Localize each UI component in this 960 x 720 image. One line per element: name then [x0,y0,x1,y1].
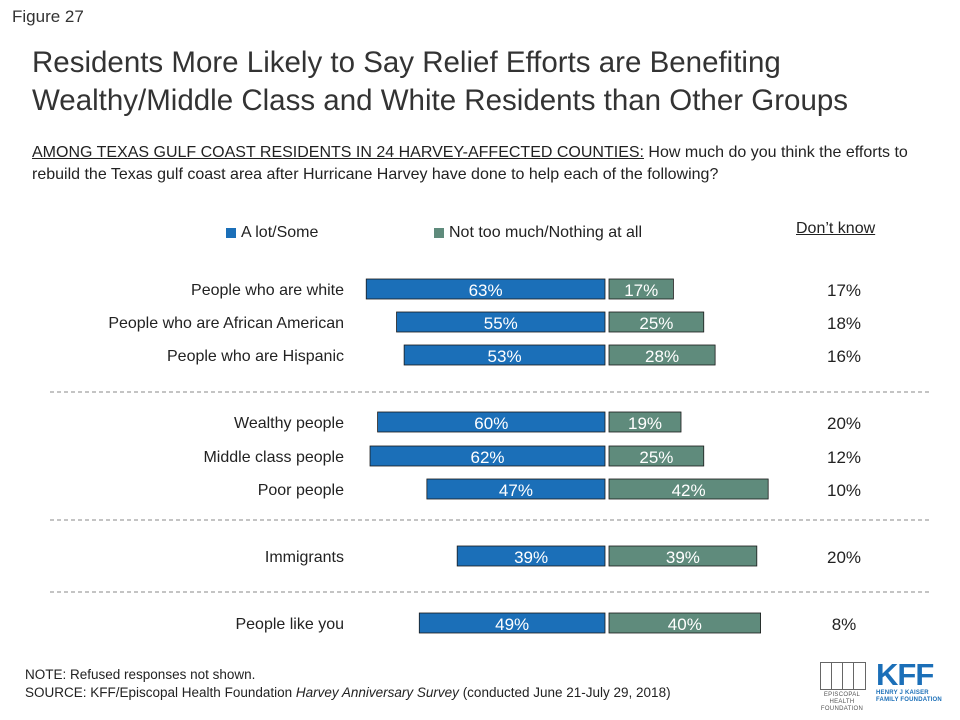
category-label: People like you [235,616,344,633]
bar-notmuch [608,545,758,567]
bar-alot [369,445,606,467]
dont-know-value: 17% [827,281,861,300]
category-label: Immigrants [265,549,344,566]
bar-alot [377,411,606,433]
dont-know-value: 20% [827,414,861,433]
bar-alot [426,478,606,500]
dont-know-value: 10% [827,481,861,500]
ehf-logo-text: EPISCOPAL HEALTH FOUNDATION [820,692,864,712]
bar-label-alot: 39% [514,548,548,567]
dont-know-value: 18% [827,314,861,333]
bar-alot [396,311,606,333]
bar-alot [365,278,606,300]
category-label: Poor people [258,482,344,499]
dont-know-value: 20% [827,548,861,567]
category-label: People who are Hispanic [167,348,344,365]
legend: A lot/Some Not too much/Nothing at all [0,222,960,248]
bar-label-notmuch: 42% [672,481,706,500]
bar-label-notmuch: 28% [645,347,679,366]
bar-label-notmuch: 25% [639,314,673,333]
bar-alot [403,344,606,366]
category-label: Middle class people [203,449,344,466]
bar-label-alot: 55% [484,314,518,333]
dont-know-value: 8% [832,615,857,634]
bar-label-alot: 60% [474,414,508,433]
bar-notmuch [608,344,716,366]
legend-item-alot: A lot/Some [226,224,318,242]
category-label: People who are African American [108,315,344,332]
question-lead: AMONG TEXAS GULF COAST RESIDENTS IN 24 H… [32,144,644,161]
dont-know-value: 16% [827,347,861,366]
legend-label-alot: A lot/Some [241,224,319,241]
figure-label: Figure 27 [12,7,84,26]
legend-label-notmuch: Not too much/Nothing at all [449,224,642,241]
bar-label-notmuch: 39% [666,548,700,567]
category-label: People who are white [191,282,344,299]
bar-label-notmuch: 17% [624,281,658,300]
dont-know-header: Don’t know [796,220,876,237]
survey-question: AMONG TEXAS GULF COAST RESIDENTS IN 24 H… [32,142,922,186]
bar-notmuch [608,311,705,333]
kff-logo: KFF HENRY J KAISER FAMILY FOUNDATION [876,657,946,710]
bar-notmuch [608,478,769,500]
dont-know-value: 12% [827,448,861,467]
kff-logo-mark: KFF [876,657,934,692]
category-label: Wealthy people [234,415,344,432]
footnote: NOTE: Refused responses not shown. SOURC… [25,666,671,702]
bar-label-notmuch: 19% [628,414,662,433]
legend-item-notmuch: Not too much/Nothing at all [434,224,642,242]
bar-label-alot: 53% [488,347,522,366]
question-text: How much do you think the efforts to reb… [32,144,908,183]
chart-title: Residents More Likely to Say Relief Effo… [32,46,849,117]
bar-label-notmuch: 40% [668,615,702,634]
bar-notmuch [608,612,762,634]
bar-label-alot: 49% [495,615,529,634]
bar-alot [418,612,606,634]
note-text: NOTE: Refused responses not shown. [25,667,256,682]
bar-label-alot: 63% [469,281,503,300]
bar-alot [456,545,606,567]
bar-label-notmuch: 25% [639,448,673,467]
source-text: SOURCE: KFF/Episcopal Health Foundation … [25,685,671,700]
bar-notmuch [608,411,682,433]
bar-label-alot: 47% [499,481,533,500]
legend-swatch-notmuch [434,228,444,238]
kff-logo-text: HENRY J KAISER FAMILY FOUNDATION [876,690,942,703]
bar-notmuch [608,445,705,467]
legend-swatch-alot [226,228,236,238]
bar-label-alot: 62% [470,448,504,467]
bar-notmuch [608,278,674,300]
ehf-logo: EPISCOPAL HEALTH FOUNDATION [818,662,866,712]
